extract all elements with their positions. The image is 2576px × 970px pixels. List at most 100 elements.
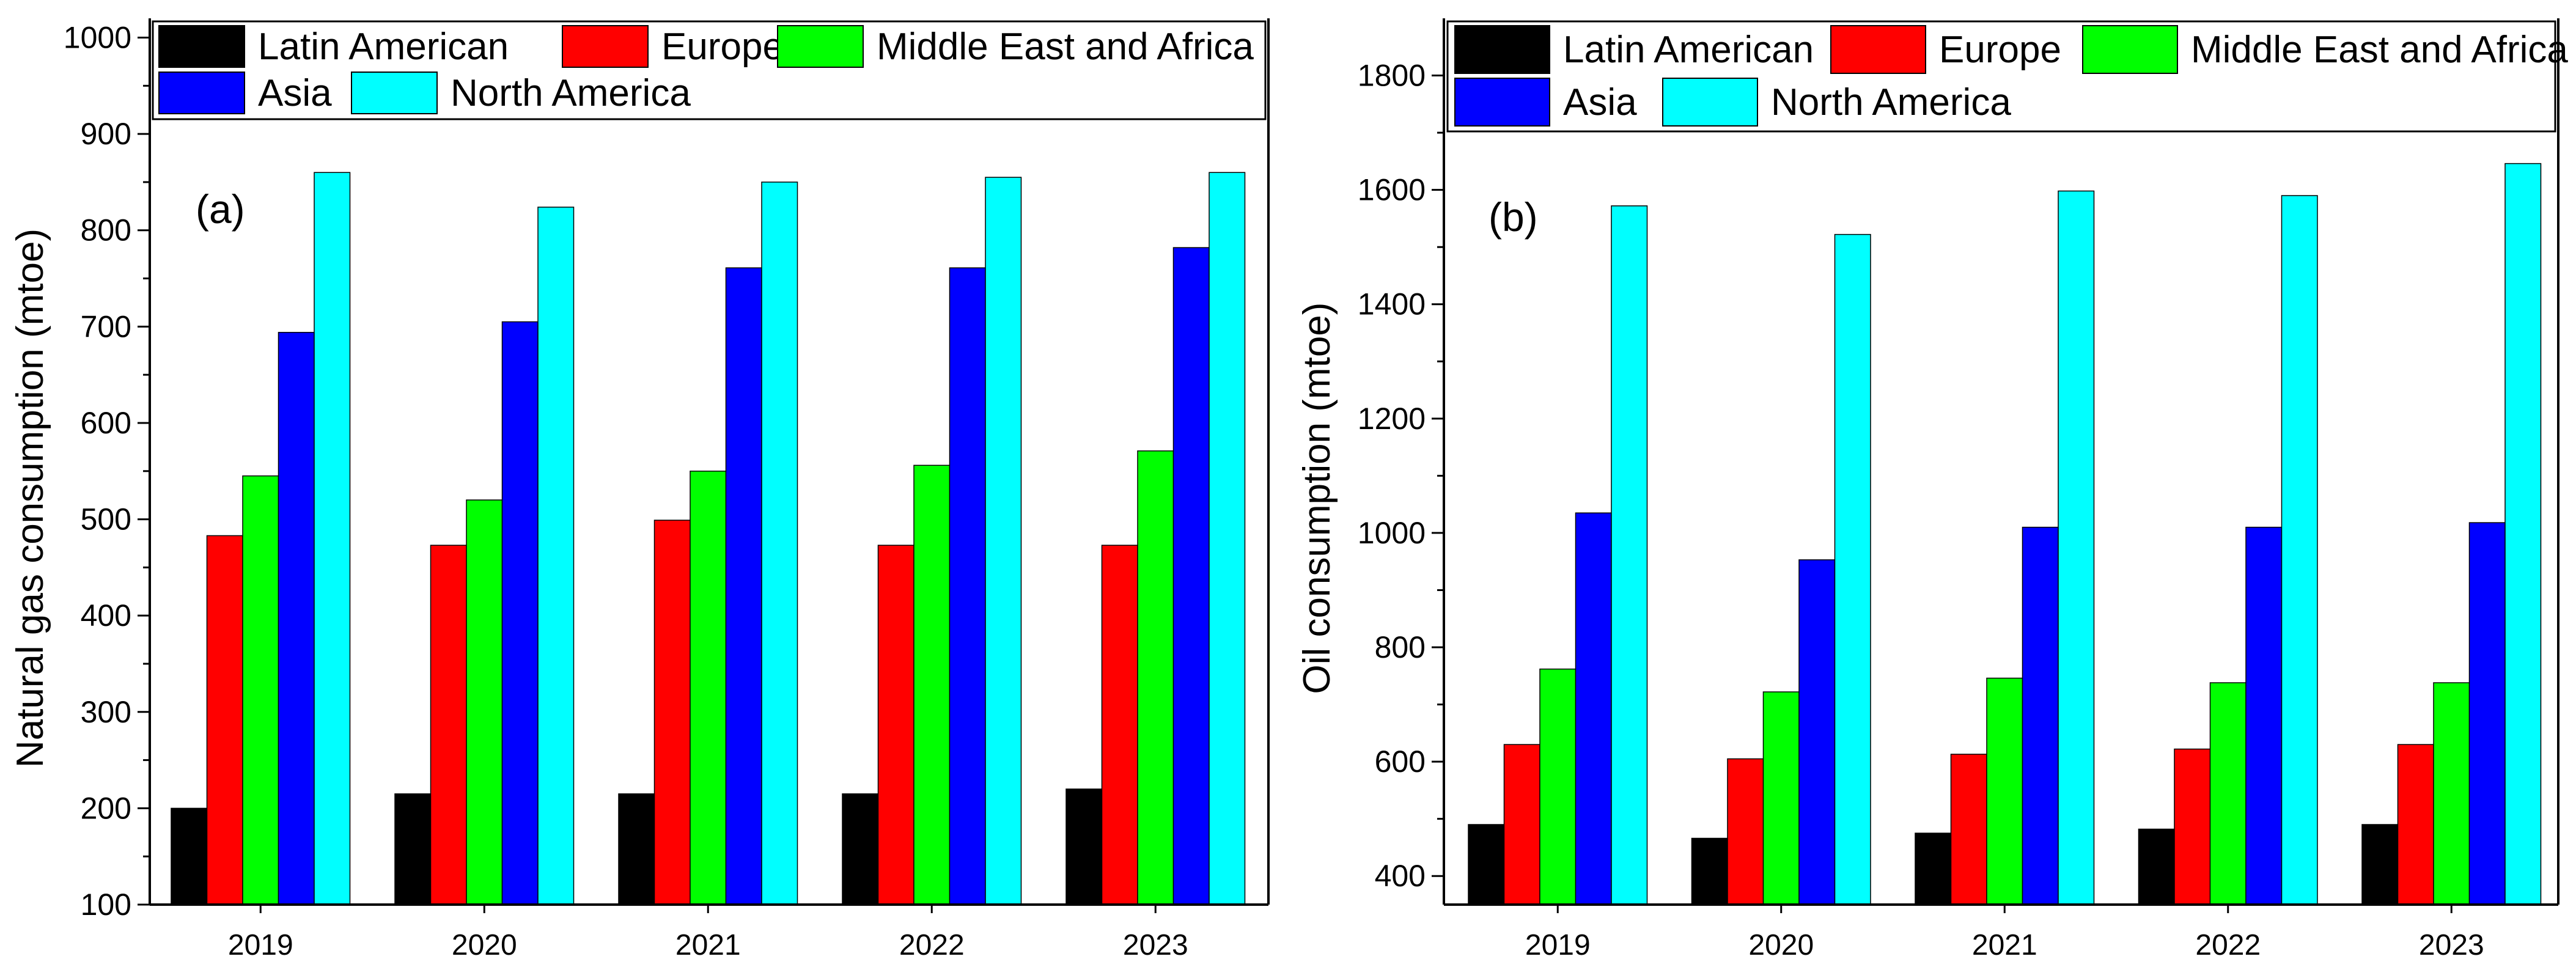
bar-latin-american-2020 <box>1691 837 1728 905</box>
bar-latin-american-2019 <box>171 807 208 905</box>
legend-label-asia: Asia <box>1563 81 1637 123</box>
bar-latin-american-2021 <box>618 793 655 905</box>
x-tick-label: 2019 <box>1525 929 1591 961</box>
bar-middle-east-and-africa-2019 <box>242 475 279 905</box>
bar-middle-east-and-africa-2023 <box>1137 450 1174 905</box>
y-tick-label: 400 <box>81 598 131 633</box>
legend-swatch-middle-east-and-africa <box>777 25 864 68</box>
x-tick-label: 2022 <box>899 929 965 961</box>
bar-latin-american-2022 <box>2138 828 2175 905</box>
legend-swatch-north-america <box>351 72 438 114</box>
bar-europe-2021 <box>653 520 691 905</box>
y-axis-title: Oil consumption (mtoe) <box>1296 303 1338 694</box>
bar-asia-2020 <box>501 321 539 905</box>
y-tick-label: 1800 <box>1358 59 1426 93</box>
bar-europe-2023 <box>1101 545 1138 905</box>
x-tick-label: 2020 <box>1748 929 1814 961</box>
panel-label: (a) <box>196 186 245 232</box>
bar-north-america-2019 <box>1611 205 1648 905</box>
legend-label-europe: Europe <box>661 26 784 68</box>
y-tick-label: 600 <box>1375 744 1426 779</box>
bar-asia-2021 <box>2022 526 2059 905</box>
panel-label: (b) <box>1489 194 1538 240</box>
panel-b: 2019 2020 2021 2022 2023 400 600 800 1000 1200 140… <box>1296 18 2568 961</box>
x-tick-label: 2021 <box>1972 929 2037 961</box>
bar-asia-2023 <box>1172 247 1210 905</box>
legend-box <box>1446 20 2556 133</box>
bar-north-america-2021 <box>2058 190 2095 905</box>
y-tick-label: 800 <box>1375 630 1426 664</box>
y-tick-label: 400 <box>1375 859 1426 893</box>
bar-asia-2022 <box>2245 526 2283 905</box>
legend-label-asia: Asia <box>258 72 332 114</box>
bar-north-america-2020 <box>537 207 575 905</box>
bar-europe-2019 <box>206 535 243 905</box>
legend-label-latin-american: Latin American <box>1563 29 1814 71</box>
bar-north-america-2020 <box>1834 233 1871 905</box>
legend-swatch-north-america <box>1662 78 1758 127</box>
bar-latin-american-2022 <box>842 793 879 905</box>
bar-latin-american-2019 <box>1468 824 1505 905</box>
bar-middle-east-and-africa-2021 <box>1986 677 2023 905</box>
bar-asia-2023 <box>2468 522 2506 905</box>
legend-swatch-asia <box>158 72 245 114</box>
bar-latin-american-2023 <box>2361 824 2399 905</box>
bar-middle-east-and-africa-2023 <box>2433 682 2470 905</box>
legend-label-north-america: North America <box>1771 81 2011 123</box>
x-tick-label: 2023 <box>2419 929 2484 961</box>
x-tick-label: 2023 <box>1123 929 1188 961</box>
y-tick-label: 800 <box>81 213 131 248</box>
legend-swatch-latin-american <box>158 25 245 68</box>
bar-middle-east-and-africa-2020 <box>466 499 503 905</box>
legend-swatch-europe <box>562 25 649 68</box>
y-tick-label: 1200 <box>1358 402 1426 436</box>
y-tick-label: 1000 <box>1358 516 1426 550</box>
bar-middle-east-and-africa-2021 <box>690 471 727 905</box>
legend-swatch-latin-american <box>1454 25 1550 74</box>
bar-north-america-2023 <box>2504 163 2542 905</box>
bar-north-america-2023 <box>1209 172 1246 905</box>
bar-north-america-2022 <box>985 177 1022 905</box>
x-tick-label: 2022 <box>2195 929 2261 961</box>
legend-label-north-america: North America <box>451 72 691 114</box>
bar-europe-2022 <box>2174 748 2211 905</box>
bar-latin-american-2021 <box>1915 832 1952 905</box>
bar-europe-2019 <box>1503 744 1540 905</box>
bar-middle-east-and-africa-2020 <box>1762 691 1800 905</box>
x-tick-label: 2019 <box>228 929 293 961</box>
panel-a: 2019 2020 2021 2022 2023 100 200 300 400 500 600 70… <box>9 18 1270 961</box>
bar-north-america-2021 <box>761 182 798 905</box>
y-tick-label: 900 <box>81 117 131 151</box>
bar-middle-east-and-africa-2019 <box>1539 668 1577 905</box>
bar-europe-2022 <box>877 545 914 905</box>
bar-europe-2023 <box>2397 744 2434 905</box>
legend: Latin American Europe Middle East and Afri… <box>1446 20 2568 133</box>
y-tick-label: 1000 <box>64 21 131 55</box>
bar-north-america-2022 <box>2281 195 2318 905</box>
legend-label-europe: Europe <box>1939 29 2061 71</box>
y-tick-label: 200 <box>81 791 131 825</box>
legend: Latin American Europe Middle East and Afri… <box>152 20 1267 120</box>
bar-europe-2020 <box>430 545 467 905</box>
bar-asia-2019 <box>278 332 315 905</box>
y-tick-label: 100 <box>81 887 131 922</box>
x-tick-label: 2021 <box>675 929 741 961</box>
y-tick-label: 700 <box>81 309 131 344</box>
y-tick-label: 300 <box>81 695 131 729</box>
y-tick-label: 1400 <box>1358 287 1426 321</box>
y-tick-label: 500 <box>81 502 131 537</box>
legend-label-latin-american: Latin American <box>258 26 509 68</box>
legend-swatch-europe <box>1830 25 1926 74</box>
legend-box <box>152 20 1267 120</box>
bar-middle-east-and-africa-2022 <box>913 465 951 905</box>
x-tick-label: 2020 <box>452 929 517 961</box>
legend-swatch-asia <box>1454 78 1550 127</box>
bar-europe-2021 <box>1950 754 1987 905</box>
legend-label-middle-east-and-africa: Middle East and Africa <box>877 26 1254 68</box>
bar-asia-2019 <box>1575 512 1612 905</box>
bar-latin-american-2023 <box>1065 788 1103 905</box>
bar-asia-2021 <box>725 267 762 905</box>
y-tick-label: 1600 <box>1358 173 1426 207</box>
